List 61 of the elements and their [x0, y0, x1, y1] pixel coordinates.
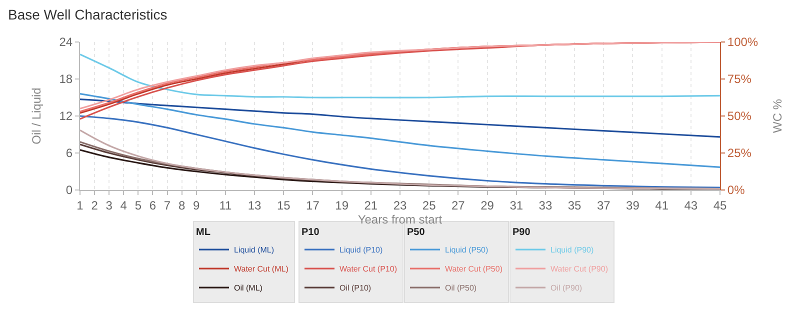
- text: P10: [302, 227, 320, 238]
- x-tick-label: 1: [76, 198, 84, 212]
- legend-label: Water Cut (P50): [445, 264, 503, 274]
- chart-title: Base Well Characteristics: [8, 6, 168, 22]
- y2-tick-label: 0%: [727, 183, 746, 198]
- text: P50: [407, 227, 425, 238]
- y2-tick-label: 100%: [727, 35, 758, 50]
- line-series: [80, 98, 720, 138]
- y-tick-label: 24: [59, 35, 73, 50]
- text: ML: [196, 227, 210, 238]
- y2-axis-title: WC %: [770, 98, 784, 133]
- x-tick-label: 13: [248, 198, 262, 212]
- legend-label: Oil (ML): [234, 284, 263, 293]
- legend-label: Oil (P10): [340, 284, 372, 293]
- x-tick-label: 23: [393, 198, 407, 212]
- x-tick-label: 15: [276, 198, 291, 212]
- y-tick-label: 18: [59, 72, 73, 86]
- x-tick-label: 27: [452, 198, 466, 212]
- x-tick-label: 7: [164, 198, 171, 212]
- y2-tick-label: 75%: [727, 72, 752, 86]
- legend-label: Water Cut (ML): [234, 264, 289, 274]
- x-tick-label: 5: [134, 198, 142, 212]
- x-tick-label: 6: [149, 198, 156, 212]
- legend-label: Oil (P50): [445, 284, 477, 293]
- x-tick-label: 39: [626, 198, 640, 212]
- y2-tick-label: 25%: [727, 146, 752, 160]
- x-tick-label: 31: [510, 198, 524, 212]
- legend-label: Liquid (P90): [550, 246, 594, 255]
- y-tick-label: 12: [59, 109, 73, 124]
- x-tick-label: 35: [568, 198, 582, 212]
- x-tick-label: 11: [219, 198, 232, 212]
- x-tick-label: 19: [335, 198, 349, 212]
- y2-tick-label: 50%: [727, 109, 752, 124]
- y-axis-title: Oil / Liquid: [30, 88, 44, 144]
- y-tick-label: 0: [66, 183, 73, 198]
- x-tick-label: 2: [91, 198, 98, 212]
- line-series: [80, 54, 720, 98]
- x-tick-label: 41: [655, 198, 669, 212]
- legend-label: Water Cut (P90): [550, 264, 608, 274]
- legend-label: Oil (P90): [550, 284, 582, 293]
- y-tick-label: 6: [66, 146, 73, 160]
- x-tick-label: 45: [713, 198, 727, 212]
- legend-label: Liquid (ML): [234, 246, 274, 255]
- legend-label: Liquid (P10): [340, 246, 383, 255]
- legend-label: Liquid (P50): [445, 246, 488, 255]
- x-tick-label: 4: [120, 198, 128, 212]
- line-series: [80, 115, 720, 188]
- x-tick-label: 8: [178, 198, 186, 212]
- x-tick-label: 17: [306, 198, 320, 212]
- x-tick-label: 29: [480, 198, 494, 212]
- x-tick-label: 3: [106, 198, 113, 212]
- x-tick-label: 9: [193, 198, 200, 212]
- line-series: [80, 93, 720, 168]
- legend-label: Water Cut (P10): [340, 264, 398, 274]
- x-tick-label: 43: [684, 198, 698, 212]
- text: P90: [512, 227, 530, 238]
- x-tick-label: 33: [538, 198, 552, 212]
- x-axis-title: Years from start: [358, 212, 443, 226]
- x-tick-label: 37: [596, 198, 611, 212]
- x-tick-label: 25: [422, 198, 436, 212]
- x-tick-label: 21: [364, 198, 378, 212]
